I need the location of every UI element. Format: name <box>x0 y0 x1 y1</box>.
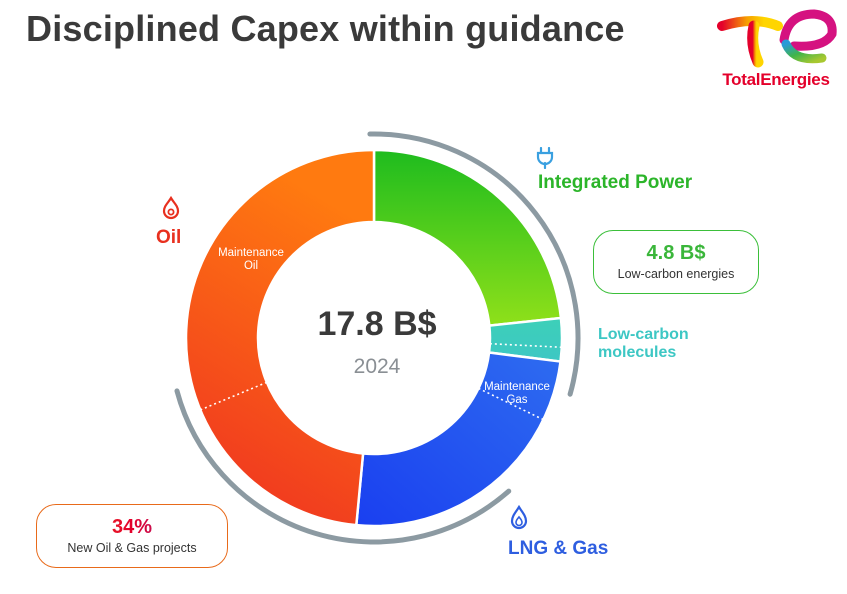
totalenergies-logo <box>717 9 837 68</box>
low-carbon-callout-text: Low-carbon energies <box>617 267 735 281</box>
capex-year: 2024 <box>353 355 401 378</box>
low-carbon-callout: 4.8 B$ Low-carbon energies <box>593 230 759 294</box>
maintenance-oil-label-line1: Maintenance <box>218 247 284 259</box>
maintenance-gas-label-line2: Gas <box>506 394 528 406</box>
total-capex-value: 17.8 B$ <box>317 305 437 343</box>
low-carbon-bracket-arc <box>367 131 581 397</box>
plug-icon <box>536 147 554 169</box>
low-carbon-molecules-line2: molecules <box>598 344 677 361</box>
page-title: Disciplined Capex within guidance <box>26 8 625 49</box>
maintenance-oil-divider <box>199 381 268 411</box>
low-carbon-callout-value: 4.8 B$ <box>646 242 706 264</box>
lng-gas-segment <box>354 351 562 528</box>
oil-gas-bracket-arc <box>174 388 512 545</box>
flame-icon <box>510 505 528 530</box>
integrated-power-label: Integrated Power <box>538 172 693 193</box>
oil-label: Oil <box>156 227 182 248</box>
oil-segment <box>184 148 376 527</box>
flame-icon <box>162 196 180 220</box>
integrated-power-segment <box>372 148 563 328</box>
new-oil-gas-callout: 34% New Oil & Gas projects <box>36 504 228 568</box>
maintenance-gas-divider <box>478 387 544 421</box>
maintenance-gas-label: Maintenance Gas <box>478 381 556 407</box>
maintenance-gas-label-line1: Maintenance <box>484 381 550 393</box>
low-carbon-divider <box>489 342 562 349</box>
low-carbon-molecules-label: Low-carbon molecules <box>598 326 689 362</box>
lng-gas-label: LNG & Gas <box>508 538 609 559</box>
brand-name: TotalEnergies <box>722 70 830 89</box>
low-carbon-molecules-line1: Low-carbon <box>598 326 689 343</box>
new-oil-gas-callout-value: 34% <box>37 515 227 539</box>
maintenance-oil-label: Maintenance Oil <box>212 247 290 273</box>
new-oil-gas-callout-text: New Oil & Gas projects <box>67 541 197 555</box>
maintenance-oil-label-line2: Oil <box>243 260 259 272</box>
